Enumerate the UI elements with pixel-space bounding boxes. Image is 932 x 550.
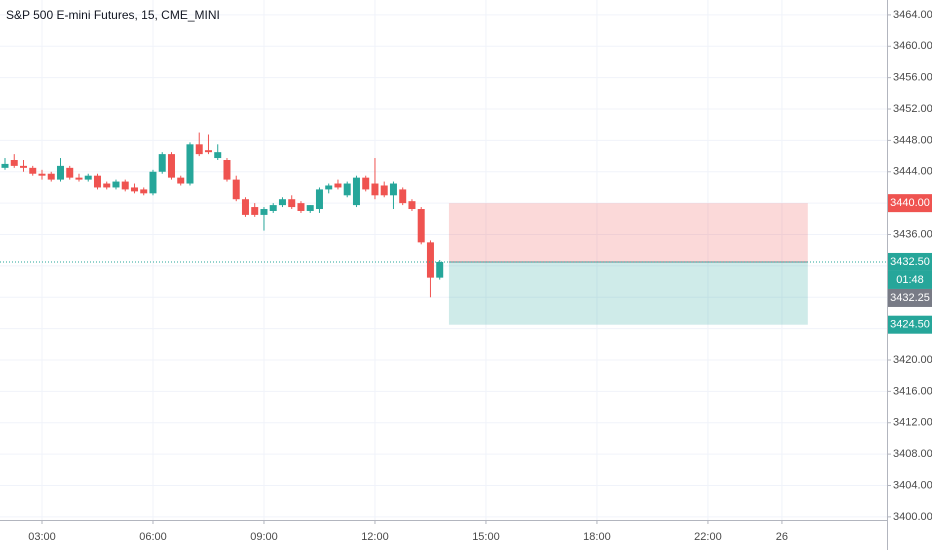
candle-body [380, 185, 388, 196]
stop-label-bg [888, 194, 932, 213]
candle-body [436, 261, 444, 278]
candle-body [352, 177, 360, 206]
price-label: 3432.25 [890, 292, 930, 304]
x-tick-label: 18:00 [583, 531, 611, 543]
y-tick-label: 3404.00 [893, 479, 932, 491]
x-tick-label: 03:00 [28, 531, 56, 543]
y-tick-label: 3444.00 [893, 166, 932, 178]
candle-body [232, 179, 240, 200]
stop-label: 3440.00 [890, 197, 930, 209]
y-tick-label: 3416.00 [893, 385, 932, 397]
entry-label: 3432.50 [890, 256, 930, 268]
candle-body [260, 209, 268, 215]
candle-body [149, 171, 157, 194]
candle-body [408, 201, 416, 210]
y-tick-label: 3412.00 [893, 417, 932, 429]
candle-body [417, 209, 425, 243]
target-zone [448, 261, 808, 325]
candle-body [306, 205, 314, 211]
candle-body [103, 183, 111, 188]
candle-body [223, 160, 231, 180]
y-tick-label: 3448.00 [893, 134, 932, 146]
candle-body [269, 205, 277, 211]
countdown-label: 01:48 [896, 274, 924, 286]
candle-body [315, 189, 323, 210]
y-tick-label: 3456.00 [893, 72, 932, 84]
candle-body [343, 183, 351, 196]
y-tick-label: 3400.00 [893, 511, 932, 523]
candle-body [195, 144, 203, 155]
candle-body [19, 165, 27, 168]
candle-body [130, 187, 138, 192]
chart-title: S&P 500 E-mini Futures, 15, CME_MINI [6, 8, 220, 22]
candle-body [241, 199, 249, 215]
candle-body [334, 183, 342, 188]
candle-body [93, 175, 101, 188]
candle-body [389, 183, 397, 196]
candle-body [84, 175, 92, 180]
price-label-bg [888, 288, 932, 307]
y-tick-label: 3420.00 [893, 354, 932, 366]
candle-body [214, 152, 222, 159]
candle-body [251, 207, 259, 215]
candle-body [204, 150, 212, 153]
candle-body [426, 242, 434, 278]
candle-body [47, 173, 55, 180]
candle-body [10, 160, 18, 166]
candle-body [297, 203, 305, 211]
candle-body [66, 167, 74, 178]
candle-body [362, 177, 370, 190]
y-tick-label: 3460.00 [893, 40, 932, 52]
candle-body [75, 177, 83, 180]
candle-body [167, 154, 175, 178]
y-tick-label: 3408.00 [893, 448, 932, 460]
y-tick-label: 3436.00 [893, 228, 932, 240]
candle-body [325, 185, 333, 190]
x-tick-label: 09:00 [250, 531, 278, 543]
candle-body [1, 163, 9, 168]
x-tick-label: 12:00 [361, 531, 389, 543]
target-label: 3424.50 [890, 319, 930, 331]
candle-body [177, 177, 185, 184]
target-label-bg [888, 315, 932, 334]
x-tick-label: 06:00 [139, 531, 167, 543]
candle-body [278, 199, 286, 206]
candle-body [112, 181, 120, 188]
candle-body [371, 183, 379, 196]
y-tick-label: 3464.00 [893, 9, 932, 21]
entry-label-bg [888, 252, 932, 271]
candle-body [288, 199, 296, 208]
candle-body [38, 173, 46, 176]
candle-body [399, 189, 407, 204]
candle-body [29, 167, 37, 174]
candle-body [56, 165, 64, 180]
x-tick-label: 15:00 [472, 531, 500, 543]
stop-zone [448, 203, 808, 262]
candle-body [121, 181, 129, 190]
y-tick-label: 3452.00 [893, 103, 932, 115]
countdown-label-bg [888, 270, 932, 289]
x-tick-label: 26 [776, 531, 788, 543]
candle-body [158, 154, 166, 172]
candle-body [186, 144, 194, 184]
x-tick-label: 22:00 [694, 531, 722, 543]
candle-body [140, 189, 148, 194]
